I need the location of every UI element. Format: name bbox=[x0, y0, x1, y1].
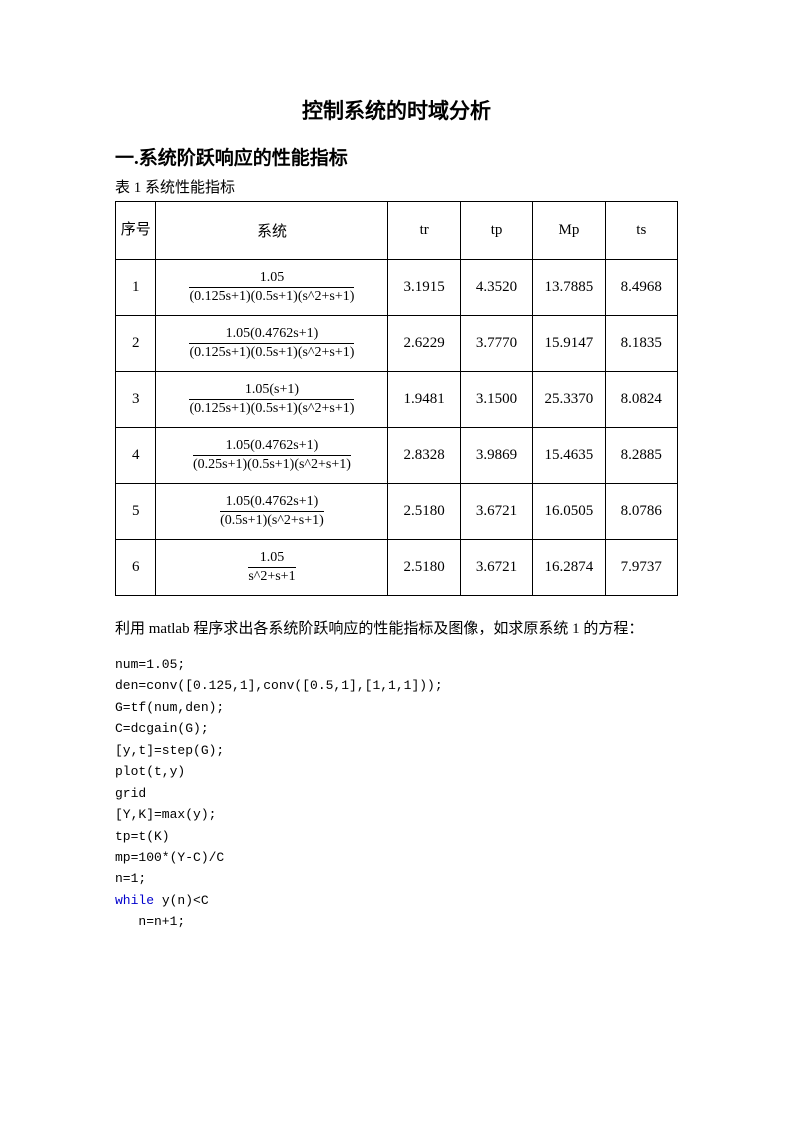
fraction: 1.05(0.4762s+1) (0.125s+1)(0.5s+1)(s^2+s… bbox=[189, 326, 354, 361]
header-ts: ts bbox=[605, 202, 677, 260]
cell-mp: 16.2874 bbox=[533, 540, 605, 596]
cell-tp: 4.3520 bbox=[460, 260, 532, 316]
cell-seq: 5 bbox=[116, 484, 156, 540]
cell-tr: 2.6229 bbox=[388, 316, 460, 372]
section-heading: 一.系统阶跃响应的性能指标 bbox=[115, 143, 678, 170]
performance-table: 序号 系统 tr tp Mp ts 1 1.05 (0.125s+1)(0.5s… bbox=[115, 201, 678, 596]
cell-mp: 16.0505 bbox=[533, 484, 605, 540]
table-caption: 表 1 系统性能指标 bbox=[115, 176, 678, 197]
header-sys: 系统 bbox=[156, 202, 388, 260]
cell-tp: 3.9869 bbox=[460, 428, 532, 484]
header-mp: Mp bbox=[533, 202, 605, 260]
cell-sys: 1.05(0.4762s+1) (0.125s+1)(0.5s+1)(s^2+s… bbox=[156, 316, 388, 372]
cell-ts: 8.2885 bbox=[605, 428, 677, 484]
code-line: n=n+1; bbox=[115, 914, 185, 929]
cell-ts: 7.9737 bbox=[605, 540, 677, 596]
cell-seq: 3 bbox=[116, 372, 156, 428]
cell-tp: 3.7770 bbox=[460, 316, 532, 372]
cell-sys: 1.05(0.4762s+1) (0.25s+1)(0.5s+1)(s^2+s+… bbox=[156, 428, 388, 484]
code-line: n=1; bbox=[115, 871, 146, 886]
code-line: mp=100*(Y-C)/C bbox=[115, 850, 224, 865]
table-row: 2 1.05(0.4762s+1) (0.125s+1)(0.5s+1)(s^2… bbox=[116, 316, 678, 372]
cell-mp: 15.9147 bbox=[533, 316, 605, 372]
code-line: [Y,K]=max(y); bbox=[115, 807, 216, 822]
cell-ts: 8.1835 bbox=[605, 316, 677, 372]
code-line: C=dcgain(G); bbox=[115, 721, 209, 736]
table-row: 3 1.05(s+1) (0.125s+1)(0.5s+1)(s^2+s+1) … bbox=[116, 372, 678, 428]
cell-seq: 4 bbox=[116, 428, 156, 484]
page-title: 控制系统的时域分析 bbox=[115, 95, 678, 125]
table-header-row: 序号 系统 tr tp Mp ts bbox=[116, 202, 678, 260]
cell-ts: 8.4968 bbox=[605, 260, 677, 316]
cell-sys: 1.05(s+1) (0.125s+1)(0.5s+1)(s^2+s+1) bbox=[156, 372, 388, 428]
cell-tp: 3.6721 bbox=[460, 540, 532, 596]
fraction: 1.05(0.4762s+1) (0.25s+1)(0.5s+1)(s^2+s+… bbox=[193, 438, 351, 473]
fraction: 1.05 s^2+s+1 bbox=[248, 550, 295, 585]
cell-tp: 3.1500 bbox=[460, 372, 532, 428]
cell-tp: 3.6721 bbox=[460, 484, 532, 540]
table-row: 1 1.05 (0.125s+1)(0.5s+1)(s^2+s+1) 3.191… bbox=[116, 260, 678, 316]
cell-mp: 15.4635 bbox=[533, 428, 605, 484]
code-line: grid bbox=[115, 786, 146, 801]
cell-sys: 1.05(0.4762s+1) (0.5s+1)(s^2+s+1) bbox=[156, 484, 388, 540]
code-line: tp=t(K) bbox=[115, 829, 170, 844]
header-seq: 序号 bbox=[116, 202, 156, 260]
cell-tr: 3.1915 bbox=[388, 260, 460, 316]
fraction: 1.05(s+1) (0.125s+1)(0.5s+1)(s^2+s+1) bbox=[189, 382, 354, 417]
code-line: G=tf(num,den); bbox=[115, 700, 224, 715]
code-line: [y,t]=step(G); bbox=[115, 743, 224, 758]
cell-ts: 8.0824 bbox=[605, 372, 677, 428]
code-block: num=1.05; den=conv([0.125,1],conv([0.5,1… bbox=[115, 654, 678, 933]
body-text: 利用 matlab 程序求出各系统阶跃响应的性能指标及图像，如求原系统 1 的方… bbox=[115, 614, 678, 644]
cell-mp: 25.3370 bbox=[533, 372, 605, 428]
cell-mp: 13.7885 bbox=[533, 260, 605, 316]
cell-sys: 1.05 (0.125s+1)(0.5s+1)(s^2+s+1) bbox=[156, 260, 388, 316]
code-line: den=conv([0.125,1],conv([0.5,1],[1,1,1])… bbox=[115, 678, 443, 693]
table-row: 5 1.05(0.4762s+1) (0.5s+1)(s^2+s+1) 2.51… bbox=[116, 484, 678, 540]
cell-tr: 2.5180 bbox=[388, 484, 460, 540]
table-row: 4 1.05(0.4762s+1) (0.25s+1)(0.5s+1)(s^2+… bbox=[116, 428, 678, 484]
code-line: num=1.05; bbox=[115, 657, 185, 672]
cell-tr: 2.8328 bbox=[388, 428, 460, 484]
cell-seq: 1 bbox=[116, 260, 156, 316]
code-line: plot(t,y) bbox=[115, 764, 185, 779]
cell-seq: 2 bbox=[116, 316, 156, 372]
cell-ts: 8.0786 bbox=[605, 484, 677, 540]
cell-seq: 6 bbox=[116, 540, 156, 596]
keyword: while bbox=[115, 893, 154, 908]
cell-tr: 1.9481 bbox=[388, 372, 460, 428]
code-line: while y(n)<C bbox=[115, 893, 209, 908]
header-tr: tr bbox=[388, 202, 460, 260]
table-row: 6 1.05 s^2+s+1 2.5180 3.6721 16.2874 7.9… bbox=[116, 540, 678, 596]
cell-sys: 1.05 s^2+s+1 bbox=[156, 540, 388, 596]
header-tp: tp bbox=[460, 202, 532, 260]
cell-tr: 2.5180 bbox=[388, 540, 460, 596]
fraction: 1.05 (0.125s+1)(0.5s+1)(s^2+s+1) bbox=[189, 270, 354, 305]
fraction: 1.05(0.4762s+1) (0.5s+1)(s^2+s+1) bbox=[220, 494, 325, 529]
